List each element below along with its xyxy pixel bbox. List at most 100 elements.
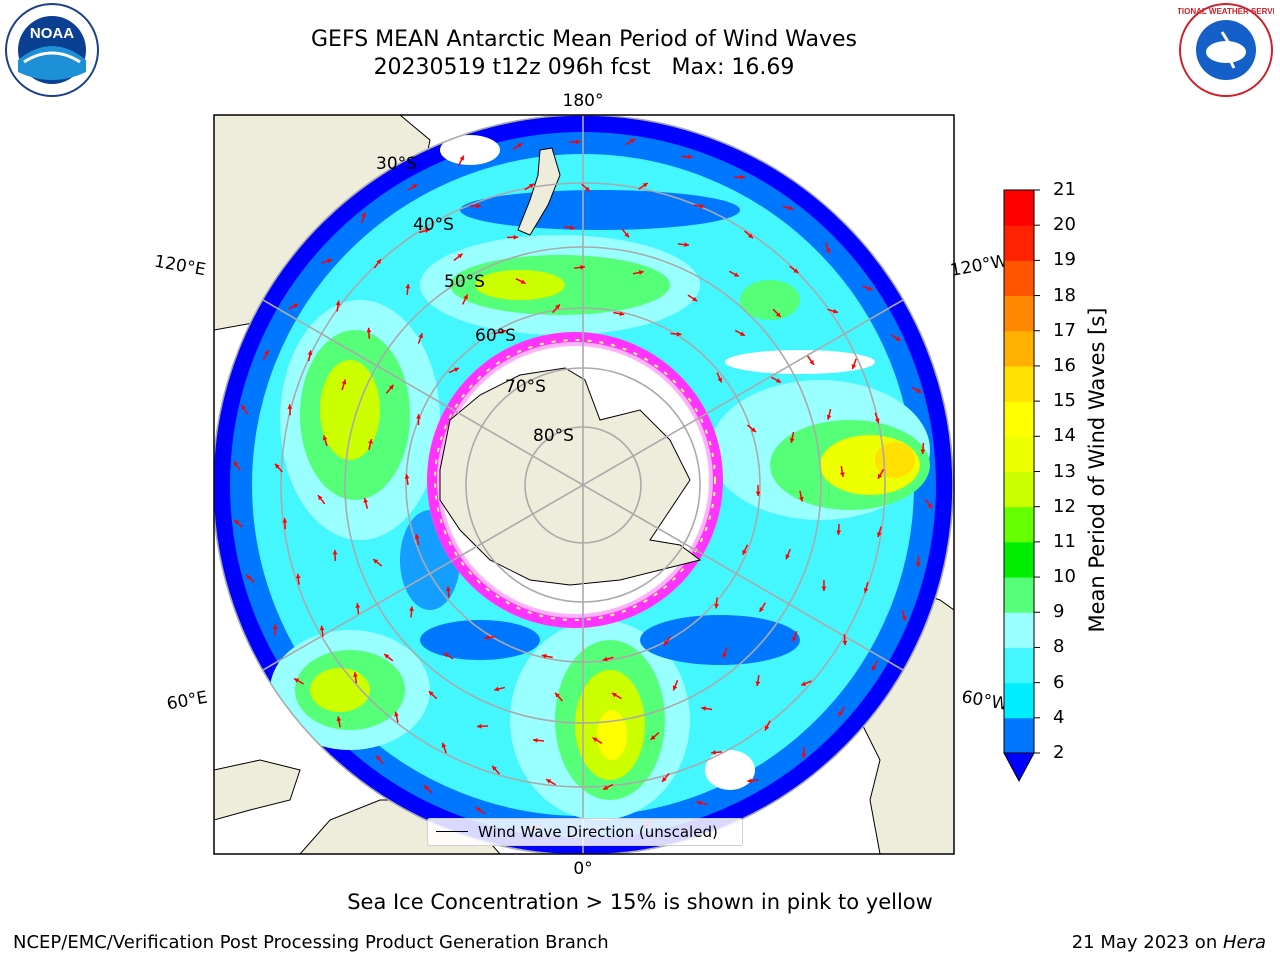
wave-arrow-head xyxy=(630,138,636,144)
wave-arrow-head xyxy=(307,350,313,356)
wave-arrow-head xyxy=(742,549,747,555)
colorbar-segment xyxy=(1004,295,1034,332)
colorbar-segment xyxy=(1004,577,1034,613)
wave-arrow-head xyxy=(851,364,857,370)
wave-arrow-head xyxy=(246,574,251,580)
wave-arrow-head xyxy=(546,779,552,784)
wave-arrow-head xyxy=(234,519,240,525)
wave-arrow-head xyxy=(638,270,644,275)
wave-arrow-head xyxy=(463,294,468,300)
wave-arrow-head xyxy=(821,586,827,592)
wave-arrow-head xyxy=(733,272,739,277)
wave-arrow-head xyxy=(275,463,280,469)
colorbar-tick-label: 15 xyxy=(1053,390,1076,412)
colorbar-tick-label: 17 xyxy=(1053,319,1076,341)
wave-arrow-head xyxy=(838,711,843,717)
lon-label-120e: 120°E xyxy=(153,252,207,281)
colorbar-tick-label: 2 xyxy=(1053,742,1065,763)
wave-arrow-head xyxy=(801,681,807,686)
wave-arrow-head xyxy=(687,154,693,160)
colorbar-tick-label: 21 xyxy=(1053,179,1076,200)
wave-arrow-head xyxy=(611,693,617,698)
wave-arrow-head xyxy=(740,174,746,180)
wave-arrow-head xyxy=(672,685,678,691)
wave-arrow-head xyxy=(294,678,300,683)
legend-label: Wind Wave Direction (unscaled) xyxy=(478,823,718,841)
wave-arrow-head xyxy=(603,785,609,790)
wave-arrow-head xyxy=(833,308,838,314)
nws-logo: NATIONAL WEATHER SERVICE xyxy=(1178,3,1274,97)
lat-label-30s: 30°S xyxy=(376,154,417,174)
colorbar-tick-label: 4 xyxy=(1053,706,1065,728)
wave-arrow-head xyxy=(792,636,797,642)
wave-arrow-head xyxy=(764,725,770,731)
wave-arrow-head xyxy=(541,653,547,659)
wave-arrow-head xyxy=(293,303,299,308)
wave-arrow-head xyxy=(915,562,921,567)
wave-arrow-head xyxy=(826,414,832,420)
wave-arrow-head xyxy=(332,549,338,555)
wave-arrow-head xyxy=(877,473,883,479)
wave-arrow-head xyxy=(520,279,526,284)
colorbar-tick-label: 16 xyxy=(1053,354,1076,376)
wave-arrow-head xyxy=(457,253,463,259)
colorbar-extend xyxy=(1003,752,1035,783)
wave-arrow-head xyxy=(748,233,754,239)
chart-subtitle: 20230519 t12z 096h fcst Max: 16.69 xyxy=(214,54,954,82)
noaa-logo-text: NOAA xyxy=(30,25,74,42)
wave-arrow-head xyxy=(570,225,575,231)
footer-date: 21 May 2023 on Hera xyxy=(1072,932,1266,953)
wave-arrow-head xyxy=(376,755,381,761)
colorbar-segment xyxy=(1004,190,1034,226)
wave-arrow-head xyxy=(785,554,790,560)
wave-arrow-head xyxy=(662,776,667,782)
wave-arrow-head xyxy=(317,495,323,501)
wave-arrow-head xyxy=(714,603,719,609)
lon-label-120w: 120°W xyxy=(949,251,1010,281)
colorbar-tick-label: 20 xyxy=(1053,214,1076,236)
lon-label-180: 180° xyxy=(563,91,604,111)
wave-arrow-head xyxy=(836,530,842,535)
wave-arrow-head xyxy=(788,205,794,211)
wave-arrow-head xyxy=(825,248,831,254)
wave-arrow-head xyxy=(336,716,342,722)
wave-arrow-head xyxy=(699,203,705,209)
wave-arrow-head xyxy=(580,264,585,270)
wave-arrow-head xyxy=(809,359,814,365)
wave-arrow-head xyxy=(619,311,625,317)
wave-arrow-head xyxy=(696,800,702,806)
wave-direction-arrows xyxy=(233,138,933,837)
wave-arrow-head xyxy=(775,312,781,318)
wave-arrow-head xyxy=(373,559,379,564)
wave-arrow-head xyxy=(327,258,332,264)
wave-arrow-head xyxy=(876,532,882,538)
wave-arrow-head xyxy=(501,329,507,334)
wave-arrow-head xyxy=(319,625,325,631)
lat-label-80s: 80°S xyxy=(533,426,574,446)
map-area xyxy=(214,115,954,854)
sea-ice-note: Sea Ice Concentration > 15% is shown in … xyxy=(347,890,933,914)
wave-arrow-head xyxy=(341,379,347,385)
colorbar-segment xyxy=(1004,365,1034,402)
wave-arrow-head xyxy=(494,686,500,692)
wave-arrow-head xyxy=(585,186,590,192)
wave-arrow-head xyxy=(555,304,560,310)
wave-arrow-head xyxy=(839,472,845,477)
colorbar-segment xyxy=(1004,401,1034,437)
wave-arrow-head xyxy=(416,414,421,419)
wave-arrow-head xyxy=(484,635,490,640)
footer-credit: NCEP/EMC/Verification Post Processing Pr… xyxy=(13,932,609,953)
colorbar-segment xyxy=(1004,225,1034,261)
map-legend: Wind Wave Direction (unscaled) xyxy=(427,818,743,846)
wave-arrow-head xyxy=(872,665,877,671)
wave-arrow-head xyxy=(322,435,328,441)
wave-arrow-head xyxy=(529,183,535,189)
wave-arrow-head xyxy=(241,404,246,410)
wave-arrow-head xyxy=(404,474,410,479)
colorbar-tick-label: 13 xyxy=(1053,460,1076,482)
wave-arrow-head xyxy=(418,333,423,339)
colorbar-segment xyxy=(1004,717,1034,754)
colorbar-tick-label: 8 xyxy=(1053,636,1065,658)
wave-arrow-head xyxy=(711,750,716,755)
wave-arrow-head xyxy=(335,300,341,306)
